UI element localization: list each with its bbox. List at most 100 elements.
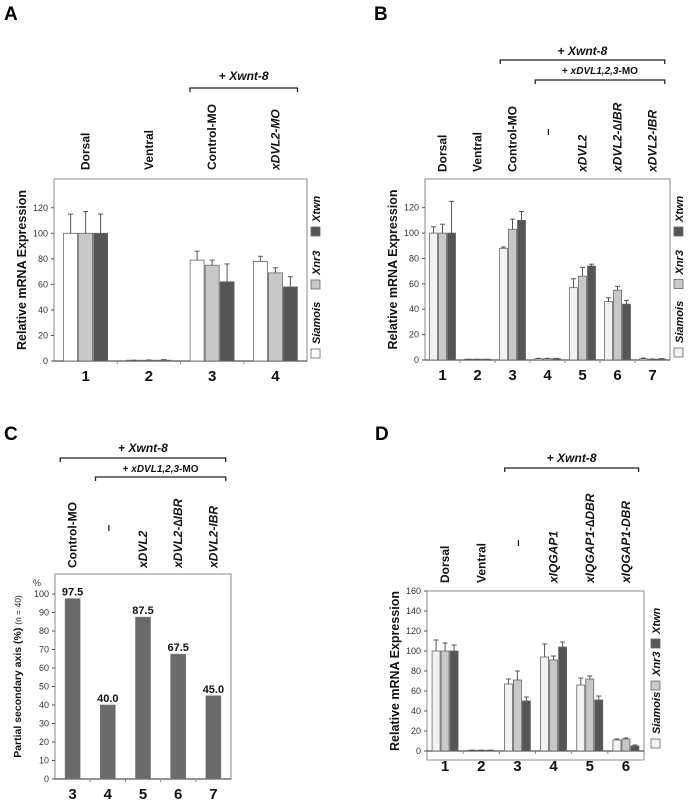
bracket-label: + xDVL1,2,3-MO (123, 464, 199, 475)
bar-siamois (189, 259, 205, 362)
x-tick-label: 1 (441, 758, 449, 775)
bar-xnr3 (204, 264, 220, 362)
bracket-line (189, 87, 299, 92)
y-tick-label: 160 (406, 586, 421, 596)
column-label-ventral: Ventral (474, 543, 488, 583)
bracket-plus: + (118, 441, 128, 455)
y-tick-label: 40 (38, 305, 48, 315)
bar-xtwn (447, 232, 456, 361)
bracket-gene: Xwnt-8 (228, 69, 269, 83)
column-label-xdvl2: xDVL2 (576, 134, 590, 173)
y-tick-label: 80 (38, 254, 48, 264)
bracket-gene: Xwnt-8 (128, 441, 169, 455)
x-tick-label: 2 (145, 368, 153, 385)
y-tick-label: 60 (411, 686, 421, 696)
column-label-dorsal: Dorsal (79, 133, 93, 170)
x-tick-label: 4 (549, 758, 558, 775)
column-label-xdvl2-ibr: xDVL2-IBR (206, 506, 220, 569)
bar (64, 598, 81, 780)
panel-label-a: A (4, 4, 18, 25)
x-tick-label: 4 (271, 368, 280, 385)
data-label: 87.5 (132, 605, 153, 617)
column-label-control-mo: Control-MO (66, 502, 80, 568)
y-tick-label: 0 (414, 355, 419, 365)
x-tick-label: 4 (104, 786, 113, 800)
y-tick-label: 20 (409, 330, 419, 340)
bar-xnr3 (440, 650, 450, 752)
bar-siamois (429, 232, 438, 361)
x-tick-label: 6 (613, 367, 621, 384)
bracket-plus: + (562, 66, 571, 77)
y-tick-label: 60 (38, 279, 48, 289)
y-axis-unit: % (33, 578, 41, 588)
bar-siamois (534, 358, 543, 361)
bar-xtwn (587, 265, 596, 361)
bar (135, 616, 151, 780)
bar-xnr3 (543, 358, 552, 361)
bar-siamois (569, 287, 578, 361)
legend-label-xtwn: Xtwn (651, 607, 663, 635)
bar-xnr3 (613, 289, 622, 361)
x-tick-label: 3 (208, 368, 216, 385)
y-tick-label: 90 (39, 608, 49, 618)
y-tick-label: 20 (38, 330, 48, 340)
y-tick-label: 100 (33, 228, 48, 238)
column-label-dorsal: Dorsal (438, 546, 452, 583)
bracket-gene: xDVL1,2,3 (130, 464, 179, 475)
y-tick-label: 40 (411, 706, 421, 716)
bracket-label: + Xwnt-8 (219, 69, 269, 83)
y-tick-label: 120 (404, 203, 419, 213)
bar-xtwn (219, 281, 235, 362)
y-tick-label: 100 (404, 228, 419, 238)
bar-xnr3 (578, 275, 587, 361)
panel-label-c: C (4, 424, 18, 445)
bar-siamois (63, 232, 79, 362)
plot-frame (424, 178, 671, 361)
y-tick-label: 80 (409, 253, 419, 263)
y-tick-label: 40 (409, 304, 419, 314)
bar-xtwn (522, 700, 531, 752)
data-label: 45.0 (203, 684, 224, 696)
bar-siamois (540, 656, 549, 752)
y-axis-label: Relative mRNA Expression (15, 190, 29, 350)
bar-xtwn (449, 650, 459, 752)
bar-siamois (639, 358, 648, 361)
y-axis-label: Relative mRNA Expression (386, 189, 400, 349)
y-tick-label: 30 (39, 719, 49, 729)
bracket-plus: + (558, 44, 568, 58)
x-tick-label: 2 (477, 758, 485, 775)
y-tick-label: 0 (416, 746, 421, 756)
bracket-label: + Xwnt-8 (558, 44, 608, 58)
bracket-suffix: -MO (179, 464, 199, 475)
bracket-plus: + (219, 69, 229, 83)
bar-siamois (431, 650, 441, 752)
x-tick-label: 3 (513, 758, 521, 775)
bar-xnr3 (267, 272, 283, 362)
column-label-control-mo: Control-MO (506, 106, 520, 172)
legend-label-siamois: Siamois (674, 301, 686, 343)
x-tick-label: 5 (139, 786, 147, 800)
column-label-none: – (541, 128, 555, 135)
x-tick-label: 7 (209, 786, 217, 800)
bar-xnr3 (621, 738, 631, 752)
legend-swatch-xnr3 (650, 680, 661, 691)
x-tick-label: 3 (508, 367, 516, 384)
bar-siamois (612, 739, 622, 752)
y-tick-label: 20 (39, 737, 49, 747)
y-tick-label: 0 (43, 356, 48, 366)
legend-swatch-xnr3 (673, 279, 684, 289)
bracket-line (94, 476, 227, 481)
x-tick-label: 6 (622, 758, 630, 775)
bracket-plus: + (547, 451, 557, 465)
bar-xtwn (558, 646, 567, 752)
bar-xnr3 (438, 232, 447, 361)
legend-label-siamois: Siamois (311, 302, 323, 344)
chart-panel-c: 0 10 20 30 40 50 60 70 80 90 100 3 4 5 6 7 Partial secon… (12, 441, 232, 800)
legend-label-xnr3: Xnr3 (651, 652, 663, 677)
bar-xtwn (282, 286, 298, 362)
y-tick-label: 100 (406, 646, 421, 656)
column-label-xdvl2-ibr: xDVL2-∆IBR (611, 102, 625, 173)
y-tick-label: 0 (44, 774, 49, 784)
column-label-none: – (101, 524, 115, 531)
